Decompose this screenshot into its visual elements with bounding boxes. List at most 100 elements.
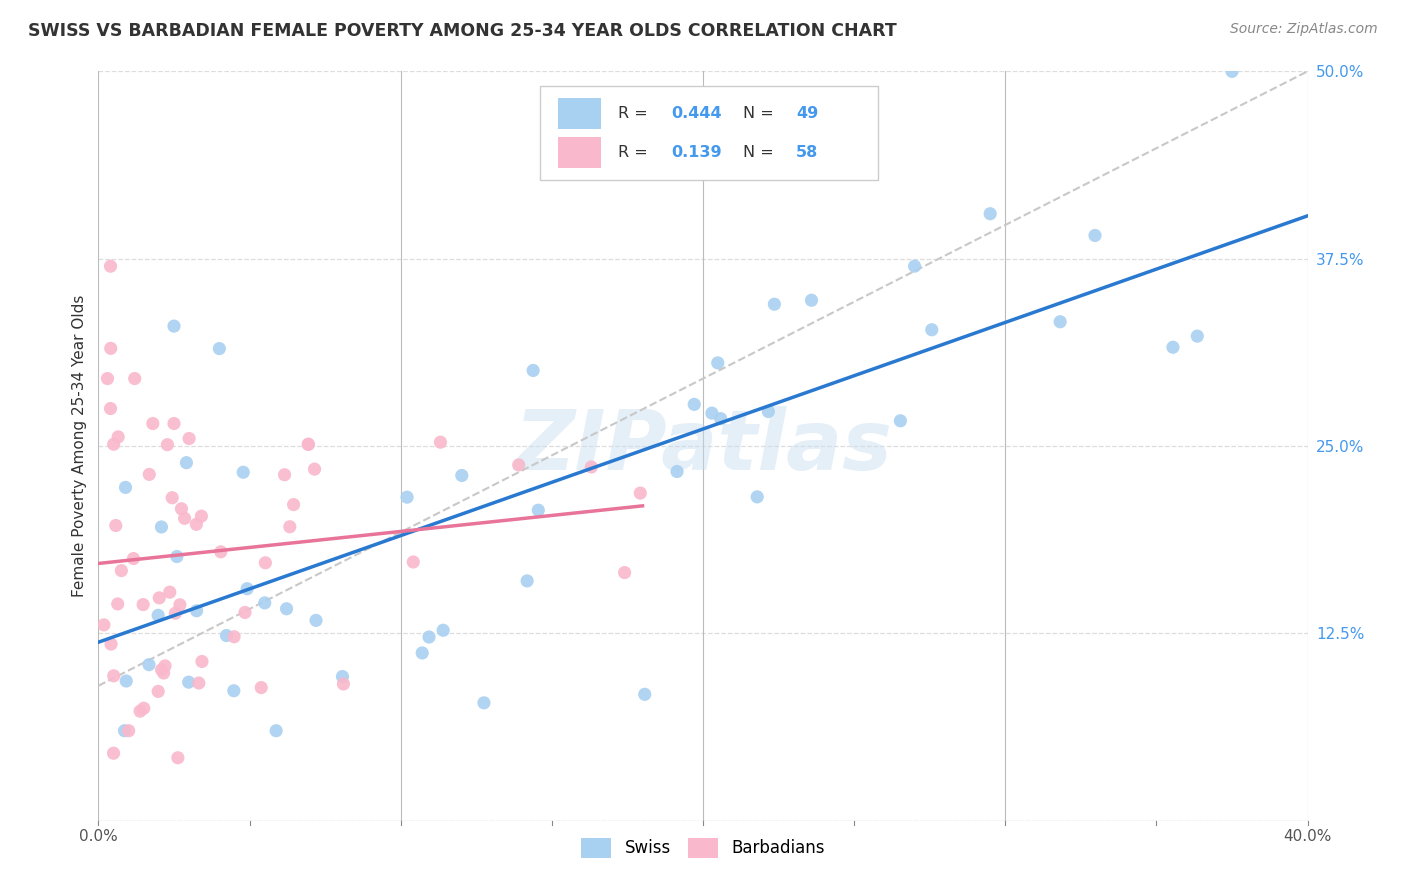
Point: [209, 545, 232, 559]
Point: [124, 371, 146, 385]
Point: [96, 371, 118, 385]
Point: [104, 518, 127, 533]
Point: [186, 517, 208, 532]
Point: [278, 520, 301, 534]
Point: [118, 723, 141, 738]
Point: [889, 414, 911, 428]
Point: [132, 598, 155, 612]
Point: [103, 437, 125, 451]
Point: [187, 676, 209, 690]
Point: [666, 465, 689, 479]
Point: [152, 665, 174, 680]
Point: [166, 751, 188, 765]
Point: [142, 417, 165, 431]
Point: [522, 363, 544, 377]
Point: [706, 356, 728, 370]
Point: [332, 669, 354, 683]
Point: [1220, 64, 1243, 78]
Point: [138, 467, 160, 482]
Point: [163, 319, 186, 334]
Point: [138, 657, 160, 672]
Point: [396, 490, 419, 504]
Point: [1187, 329, 1209, 343]
Text: SWISS VS BARBADIAN FEMALE POVERTY AMONG 25-34 YEAR OLDS CORRELATION CHART: SWISS VS BARBADIAN FEMALE POVERTY AMONG …: [28, 22, 897, 40]
Point: [103, 669, 125, 683]
Text: N =: N =: [742, 145, 779, 160]
Point: [169, 598, 191, 612]
Text: ZIPatlas: ZIPatlas: [515, 406, 891, 486]
Point: [253, 596, 276, 610]
Point: [166, 549, 188, 564]
Point: [254, 556, 277, 570]
Legend: Swiss, Barbadians: Swiss, Barbadians: [575, 831, 831, 864]
FancyBboxPatch shape: [558, 97, 602, 129]
Point: [186, 604, 208, 618]
Point: [418, 630, 440, 644]
Point: [628, 486, 651, 500]
Point: [163, 417, 186, 431]
Point: [148, 591, 170, 605]
Text: 0.444: 0.444: [672, 106, 723, 120]
Point: [304, 462, 326, 476]
Point: [190, 509, 212, 524]
Point: [103, 746, 125, 760]
Point: [432, 624, 454, 638]
Text: R =: R =: [619, 145, 658, 160]
Point: [165, 606, 187, 620]
FancyBboxPatch shape: [540, 87, 879, 180]
Point: [146, 608, 169, 623]
Point: [236, 582, 259, 596]
Point: [129, 704, 152, 718]
Point: [763, 297, 786, 311]
Point: [429, 435, 451, 450]
Point: [176, 456, 198, 470]
Point: [904, 259, 927, 273]
Point: [170, 501, 193, 516]
FancyBboxPatch shape: [558, 136, 602, 168]
Point: [1161, 340, 1184, 354]
Point: [1084, 228, 1107, 243]
Point: [273, 467, 295, 482]
Point: [979, 207, 1001, 221]
Point: [132, 701, 155, 715]
Point: [100, 259, 122, 273]
Point: [756, 404, 779, 418]
Point: [264, 723, 287, 738]
Text: R =: R =: [619, 106, 654, 120]
Point: [115, 673, 138, 688]
Point: [114, 723, 136, 738]
Point: [283, 498, 305, 512]
Point: [156, 438, 179, 452]
Point: [150, 663, 173, 677]
Point: [276, 601, 298, 615]
Point: [159, 585, 181, 599]
Point: [107, 430, 129, 444]
Point: [581, 460, 603, 475]
Point: [516, 574, 538, 588]
Y-axis label: Female Poverty Among 25-34 Year Olds: Female Poverty Among 25-34 Year Olds: [72, 295, 87, 597]
Point: [297, 437, 319, 451]
Point: [222, 683, 245, 698]
Point: [100, 401, 122, 416]
Point: [508, 458, 530, 472]
Point: [224, 630, 246, 644]
Point: [250, 681, 273, 695]
Point: [110, 564, 132, 578]
Text: 58: 58: [796, 145, 818, 160]
Point: [1049, 315, 1071, 329]
Point: [233, 606, 256, 620]
Point: [613, 566, 636, 580]
Point: [747, 490, 769, 504]
Point: [160, 491, 183, 505]
Point: [100, 342, 122, 356]
Point: [232, 465, 254, 479]
Point: [800, 293, 823, 308]
Point: [332, 677, 354, 691]
Point: [700, 406, 723, 420]
Point: [450, 468, 472, 483]
Point: [179, 432, 201, 446]
Point: [208, 342, 231, 356]
Text: Source: ZipAtlas.com: Source: ZipAtlas.com: [1230, 22, 1378, 37]
Point: [173, 511, 195, 525]
Point: [472, 696, 495, 710]
